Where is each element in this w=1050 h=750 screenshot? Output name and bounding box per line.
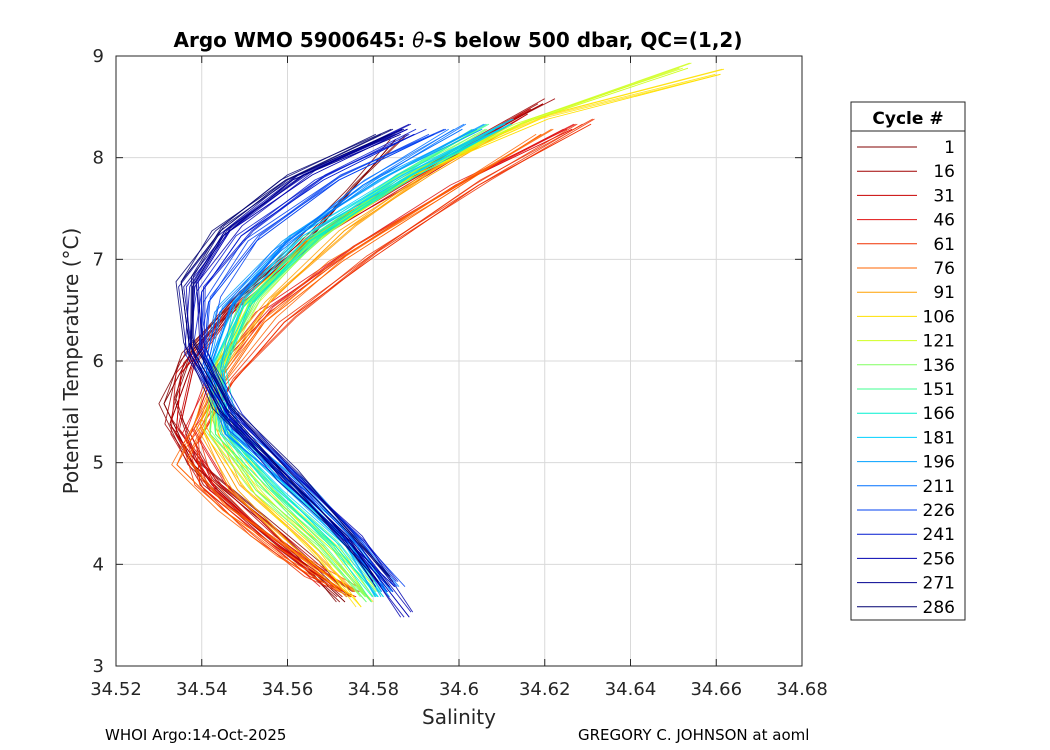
series-line-cycle-1-trace — [175, 133, 408, 598]
legend-label-136: 136 — [923, 356, 955, 376]
legend-label-286: 286 — [923, 598, 955, 618]
series-line-cycle-61-trace — [187, 123, 583, 598]
y-axis-label: Potential Temperature (°C) — [59, 228, 83, 495]
legend: Cycle # 11631466176911061211361511661811… — [850, 101, 966, 621]
x-tick-label: 34.6 — [439, 679, 479, 700]
y-tick-label: 9 — [93, 46, 104, 67]
y-tick-label: 5 — [93, 453, 104, 474]
x-axis-ticks: 34.52 34.54 34.56 34.58 34.6 34.62 34.64 34.66 3… — [90, 56, 828, 700]
legend-entries: 1 16 31 46 61 76 91 106 121 136 151 166 181 196 211 226… — [857, 138, 955, 618]
x-tick-label: 34.68 — [776, 679, 828, 700]
series-group — [158, 62, 725, 618]
x-tick-label: 34.62 — [519, 679, 571, 700]
legend-label-1: 1 — [944, 138, 955, 158]
legend-label-91: 91 — [933, 283, 955, 303]
x-tick-label: 34.56 — [262, 679, 314, 700]
x-tick-label: 34.66 — [690, 679, 742, 700]
y-tick-label: 8 — [93, 148, 104, 169]
legend-label-241: 241 — [923, 525, 955, 545]
series-line-cycle-241-trace — [203, 128, 427, 582]
series-line-cycle-286-trace — [191, 128, 394, 577]
series-line-cycle-226 — [203, 133, 435, 593]
y-tick-label: 6 — [93, 351, 104, 372]
x-tick-label: 34.52 — [90, 679, 142, 700]
series-line-cycle-121-trace — [223, 62, 692, 598]
y-tick-label: 3 — [93, 656, 104, 677]
series-line-cycle-286-trace — [180, 133, 382, 582]
chart-title: Argo WMO 5900645: θ-S below 500 dbar, QC… — [174, 28, 743, 52]
footer-right: GREGORY C. JOHNSON at aoml — [578, 726, 809, 744]
legend-label-271: 271 — [923, 574, 955, 594]
legend-label-46: 46 — [933, 211, 955, 231]
legend-label-166: 166 — [923, 404, 955, 424]
series-line-cycle-151-trace — [219, 123, 490, 598]
x-tick-label: 34.58 — [347, 679, 399, 700]
legend-box — [850, 101, 966, 621]
footer-left: WHOI Argo:14-Oct-2025 — [105, 726, 286, 744]
x-tick-label: 34.64 — [605, 679, 657, 700]
legend-label-76: 76 — [933, 259, 955, 279]
series-line-cycle-256-trace — [197, 123, 414, 613]
legend-label-106: 106 — [923, 307, 955, 327]
legend-label-211: 211 — [923, 477, 955, 497]
legend-label-61: 61 — [933, 235, 955, 255]
y-tick-label: 4 — [93, 554, 104, 575]
x-axis-label: Salinity — [422, 705, 496, 729]
x-tick-label: 34.54 — [176, 679, 228, 700]
grid-lines — [116, 56, 802, 666]
legend-title: Cycle # — [872, 109, 943, 129]
legend-label-226: 226 — [923, 501, 955, 521]
legend-label-181: 181 — [923, 428, 955, 448]
y-axis-ticks: 3 4 5 6 7 8 9 — [93, 46, 802, 677]
series-line-cycle-256-trace — [184, 128, 405, 618]
series-line-cycle-136-trace — [209, 133, 476, 598]
series-line-cycle-76-trace — [186, 128, 552, 588]
series-line-cycle-286-trace — [190, 128, 392, 577]
legend-label-16: 16 — [933, 162, 955, 182]
legend-label-121: 121 — [923, 332, 955, 352]
legend-label-31: 31 — [933, 186, 955, 206]
legend-label-256: 256 — [923, 549, 955, 569]
series-line-cycle-31-trace — [179, 108, 532, 572]
legend-label-196: 196 — [923, 453, 955, 473]
series-line-cycle-271-trace — [195, 128, 405, 582]
y-tick-label: 7 — [93, 249, 104, 270]
series-lines — [158, 62, 725, 618]
series-line-cycle-76-trace — [176, 133, 542, 593]
legend-label-151: 151 — [923, 380, 955, 400]
